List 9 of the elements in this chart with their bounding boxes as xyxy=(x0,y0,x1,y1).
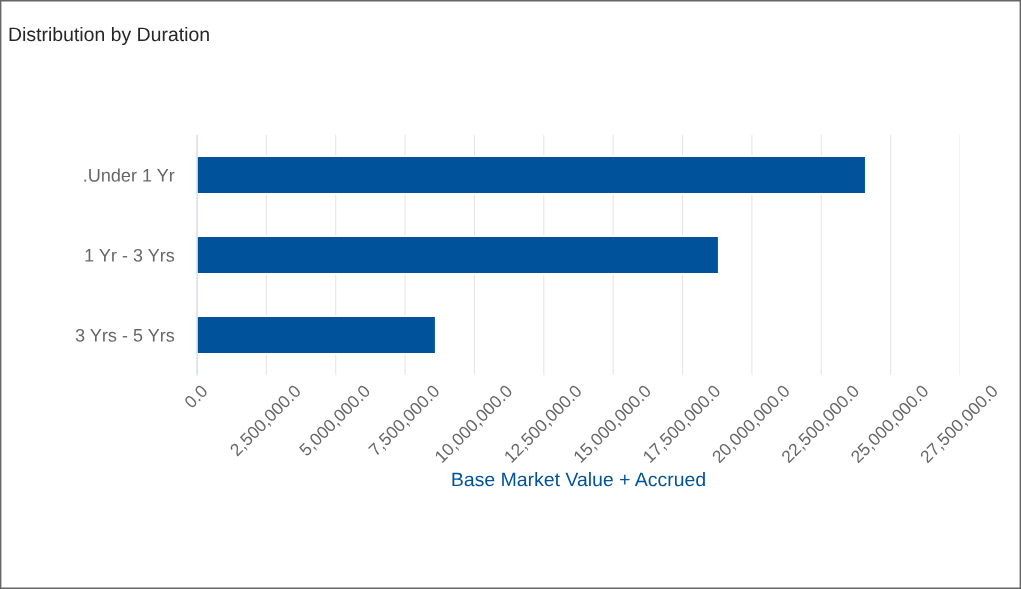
y-tick-label: 3 Yrs - 5 Yrs xyxy=(75,328,175,342)
bar xyxy=(197,315,437,355)
x-tick-label: 0.0 xyxy=(183,384,209,409)
bar xyxy=(197,235,720,275)
y-tick-label: .Under 1 Yr xyxy=(84,168,175,182)
y-tick-label: 1 Yr - 3 Yrs xyxy=(85,248,175,262)
chart-title: Distribution by Duration xyxy=(9,26,209,46)
x-axis-title: Base Market Value + Accrued xyxy=(452,472,705,487)
bar xyxy=(197,155,867,195)
